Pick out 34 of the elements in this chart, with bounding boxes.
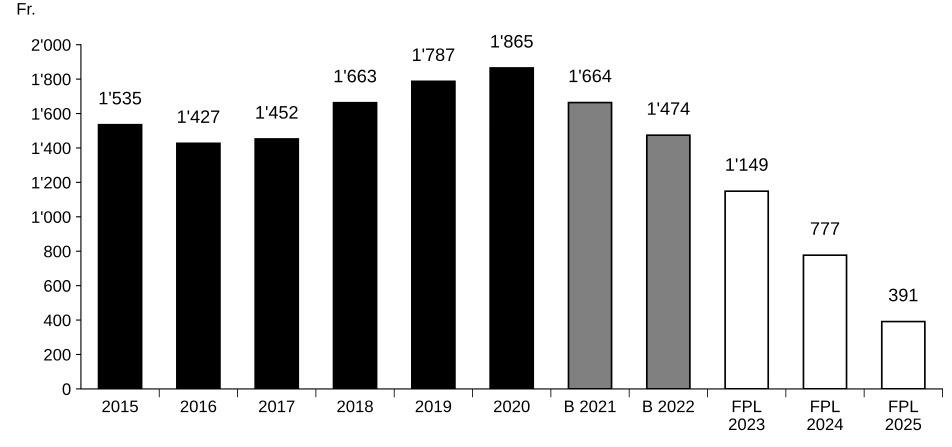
y-tick-label: 1'800 xyxy=(32,74,71,86)
data-label: 1'452 xyxy=(256,106,298,119)
y-tick-label: 1'600 xyxy=(32,108,71,120)
x-tick-label: 2015 xyxy=(102,400,138,412)
y-tick-label: 0 xyxy=(62,383,71,396)
data-label: 1'474 xyxy=(648,102,690,115)
data-label: 1'664 xyxy=(570,70,612,82)
data-label: 1'865 xyxy=(491,34,533,48)
x-tick-label: B 2021 xyxy=(564,400,616,412)
data-label: 1'663 xyxy=(334,70,376,82)
y-tick-label: 1'400 xyxy=(32,142,71,154)
y-tick-label: 2'000 xyxy=(32,39,71,51)
y-axis-title: Fr. xyxy=(18,3,34,15)
x-tick-label: 2018 xyxy=(337,400,373,412)
y-tick-label: 200 xyxy=(44,348,71,361)
data-label: 777 xyxy=(810,222,840,235)
y-tick-label: 1'200 xyxy=(32,176,71,189)
y-tick-label: 600 xyxy=(44,280,71,292)
data-label: 1'427 xyxy=(178,110,220,123)
x-tick-label: 2020 xyxy=(494,400,530,412)
data-label: 1'787 xyxy=(412,48,454,62)
x-tick-label: B 2022 xyxy=(643,400,694,412)
x-tick-label: 2016 xyxy=(180,400,216,412)
y-tick-label: 800 xyxy=(44,246,71,258)
data-label: 391 xyxy=(888,288,918,302)
data-label: 1'149 xyxy=(726,158,768,171)
x-tick-label: 2019 xyxy=(416,400,452,412)
y-tick-label: 1'000 xyxy=(32,211,71,223)
data-label: 1'535 xyxy=(100,92,142,104)
x-tick-label: FPL 2024 xyxy=(807,400,844,430)
x-tick-label: FPL 2023 xyxy=(728,400,764,430)
y-tick-label: 400 xyxy=(44,314,71,326)
x-tick-label: FPL 2025 xyxy=(886,400,922,430)
x-tick-label: 2017 xyxy=(259,400,294,412)
